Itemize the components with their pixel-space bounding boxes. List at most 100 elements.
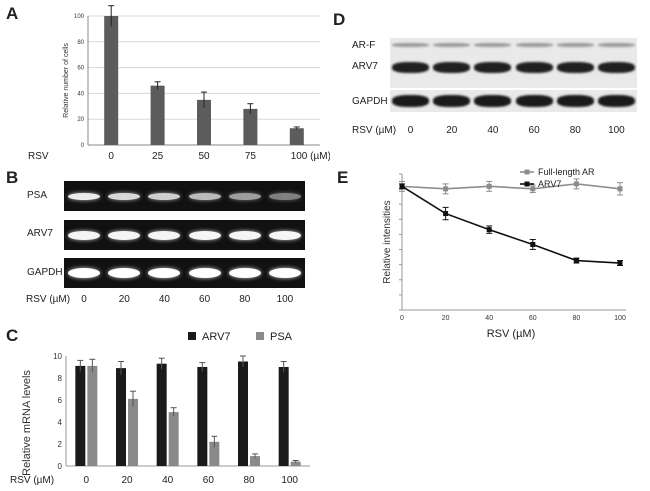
gel-band [108, 230, 141, 240]
panel-b-letter: B [6, 168, 19, 187]
y-tick-label: 4 [58, 418, 63, 427]
bar [197, 99, 211, 145]
bar-arv7 [278, 367, 289, 466]
gel-psa [64, 181, 305, 211]
blot-row-label-gapdh: GAPDH [352, 96, 388, 107]
x-tick-label: 60 [529, 315, 537, 322]
bar-psa [87, 365, 98, 466]
legend-marker-1 [524, 181, 530, 187]
bar-arv7 [156, 363, 167, 466]
x-axis-prefix-label: RSV [28, 151, 49, 162]
data-point [443, 211, 449, 217]
gel-band [268, 268, 301, 278]
bar-arv7 [75, 365, 86, 466]
x-tick-label: 80 [243, 475, 255, 486]
bar-psa [209, 441, 220, 466]
blot-row-label-ar-f: AR-F [352, 40, 376, 51]
gel-band [68, 230, 101, 240]
y-axis-label: Relative mRNA levels [21, 370, 33, 476]
x-tick-label: 100 [281, 475, 298, 486]
gel-xlabel: RSV (µM) [26, 294, 71, 305]
gel-row-label-psa: PSA [27, 190, 48, 201]
data-point [573, 181, 579, 187]
bar [104, 16, 119, 145]
y-tick-label: 8 [58, 374, 63, 383]
panel-c-bar-chart: 0 2 4 6 8 10 Relative mRNA levels 0 20 40 60 80 100 R… [10, 331, 310, 486]
data-point [530, 241, 536, 247]
gel-lane-label: 0 [81, 294, 87, 305]
data-point [530, 186, 536, 192]
x-tick-label: 40 [485, 315, 493, 322]
panel-e-letter: E [337, 168, 349, 187]
data-point [573, 258, 579, 264]
data-point [617, 186, 623, 192]
legend-swatch-psa [256, 332, 264, 340]
x-tick-label: 0 [108, 151, 114, 162]
gel-band [68, 192, 101, 200]
data-point [486, 227, 492, 233]
blot-lane-label: 80 [569, 125, 581, 136]
bar-arv7 [238, 361, 248, 466]
bar-psa [168, 412, 179, 466]
x-axis-label: RSV (µM) [487, 328, 536, 340]
y-tick-label: 6 [58, 396, 63, 405]
gel-lane-label: 80 [239, 294, 251, 305]
x-tick-label: 60 [203, 475, 215, 486]
data-point [617, 260, 623, 266]
blot-lane-label: 40 [487, 125, 499, 136]
x-tick-label: 20 [442, 315, 450, 322]
blot-lane-label: 60 [528, 125, 540, 136]
band-arv7 [597, 62, 635, 73]
western-blot-ar-arv7 [390, 38, 637, 88]
y-tick-label: 0 [81, 143, 85, 149]
band-ar-f [433, 43, 471, 47]
blot-lane-label: 0 [407, 125, 414, 136]
gel-band [268, 230, 301, 240]
bar-psa [290, 461, 301, 466]
x-tick-label: 100 [614, 315, 626, 322]
gel-lane-label: 40 [158, 294, 170, 305]
band-gapdh [392, 95, 430, 107]
gel-band [188, 268, 221, 278]
x-tick-label: 100 (µM) [291, 151, 330, 162]
gel-band [108, 192, 141, 200]
gel-row-label-arv7: ARV7 [27, 228, 53, 239]
gel-arv7 [64, 220, 305, 250]
y-tick-label: 10 [53, 352, 62, 361]
bar [243, 108, 258, 145]
band-ar-f [556, 43, 594, 47]
y-tick-label: 80 [77, 40, 84, 46]
y-tick-label: 20 [77, 117, 84, 123]
data-point [399, 183, 405, 189]
x-axis-label: RSV (µM) [10, 475, 54, 486]
bar-psa [128, 398, 138, 466]
y-tick-label: 60 [77, 66, 84, 72]
band-gapdh [474, 95, 512, 107]
band-gapdh [597, 95, 635, 107]
panel-c-letter: C [6, 326, 19, 345]
gel-lane-label: 100 [276, 294, 294, 305]
band-arv7 [433, 62, 471, 73]
y-tick-label: 0 [58, 462, 63, 471]
y-axis-label: Relative number of cells [63, 43, 70, 118]
gel-band [68, 268, 101, 278]
band-ar-f [392, 43, 430, 47]
legend-marker-0 [524, 169, 530, 175]
series-line-0 [401, 183, 621, 190]
legend-label-arv7: ARV7 [202, 331, 231, 343]
gel-band [228, 230, 261, 240]
gel-gapdh [64, 258, 305, 288]
gel-band [188, 230, 221, 240]
x-tick-label: 20 [121, 475, 133, 486]
gel-lane-label: 20 [118, 294, 130, 305]
panel-a-letter: A [6, 4, 19, 23]
x-tick-label: 25 [152, 151, 164, 162]
band-ar-f [597, 43, 635, 47]
band-arv7 [556, 62, 594, 73]
band-arv7 [515, 62, 553, 73]
gel-band [148, 268, 181, 278]
x-tick-label: 80 [573, 315, 581, 322]
x-tick-label: 40 [162, 475, 174, 486]
bar-psa [250, 456, 260, 466]
blot-row-label-arv7: ARV7 [352, 61, 378, 72]
